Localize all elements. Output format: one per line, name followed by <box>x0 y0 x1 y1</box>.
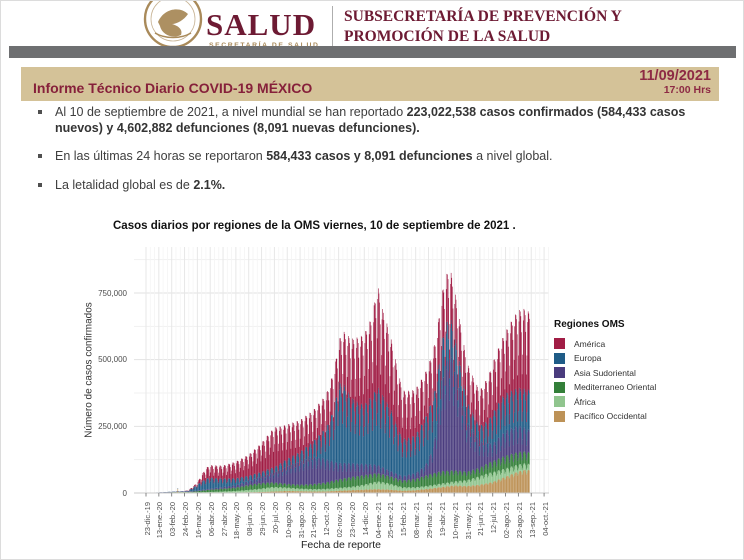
legend-label: Pacífico Occidental <box>574 411 647 421</box>
legend-items: América Europa Asia Sudoriental Mediterrane… <box>554 338 656 422</box>
y-tick-label: 250,000 <box>98 421 127 431</box>
report-date: 11/09/2021 <box>639 68 711 84</box>
x-tick-label: 02-ago.-21 <box>502 502 512 539</box>
bullet-text: Al 10 de septiembre de 2021, a nivel mun… <box>55 105 723 136</box>
y-tick-label: 0 <box>122 488 127 498</box>
bars-layer-Asia Sudoriental <box>149 355 530 493</box>
x-tick-label: 23-nov.-20 <box>347 502 357 538</box>
legend-swatch <box>554 381 565 393</box>
legend-item: Asia Sudoriental <box>554 367 656 378</box>
bullet-segment: 223,022,538 casos confirmados (584,433 c… <box>55 105 686 135</box>
bars-layer-Mediterraneo Oriental <box>152 451 530 493</box>
x-tick-label: 13-sep.-21 <box>527 502 537 538</box>
report-title: Informe Técnico Diario COVID-19 MÉXICO <box>33 80 313 96</box>
x-tick-label: 12-oct.-20 <box>322 502 332 536</box>
legend-item: Mediterraneo Oriental <box>554 381 657 393</box>
bullet-item: En las últimas 24 horas se reportaron 58… <box>31 149 723 165</box>
summary-bullet-list: Al 10 de septiembre de 2021, a nivel mun… <box>31 105 723 206</box>
logo-salud: SALUD <box>206 7 317 42</box>
x-tick-label: 08-jun.-20 <box>245 502 255 536</box>
report-datetime: 11/09/2021 17:00 Hrs <box>639 68 711 96</box>
legend-label: Asia Sudoriental <box>574 367 636 378</box>
bars-layer-Europa <box>151 319 530 493</box>
x-tick-label: 27-abr.-20 <box>219 502 229 537</box>
bullet-segment: Al 10 de septiembre de 2021, a nivel mun… <box>55 105 407 119</box>
x-tick-label: 12-jul.-21 <box>489 502 499 534</box>
x-tick-label: 10-may.-21 <box>450 502 460 540</box>
x-tick-label: 10-ago.-20 <box>283 502 293 539</box>
bullet-text: La letalidad global es de 2.1%. <box>55 178 225 194</box>
bullet-segment: La letalidad global es de <box>55 177 194 192</box>
x-axis-label: Fecha de reporte <box>301 539 381 551</box>
legend-item: Pacífico Occidental <box>554 410 656 422</box>
x-tick-label: 29-jun.-20 <box>258 502 268 536</box>
legend-swatch <box>554 338 565 349</box>
header-divider <box>332 6 333 47</box>
report-title-bar: Informe Técnico Diario COVID-19 MÉXICO 1… <box>21 67 719 101</box>
legend-item: África <box>554 396 656 407</box>
y-tick-label: 500,000 <box>98 355 127 365</box>
legend-label: América <box>574 338 606 349</box>
bars-layer-América <box>182 272 530 492</box>
legend-title: Regiones OMS <box>554 319 625 330</box>
bullet-marker <box>38 182 42 187</box>
x-tick-label: 04-oct.-21 <box>540 502 550 536</box>
bullet-text: En las últimas 24 horas se reportaron 58… <box>55 149 553 165</box>
legend-item: América <box>554 338 656 349</box>
bars-layer-África <box>154 463 530 493</box>
subsecretaria-line1: SUBSECRETARÍA DE PREVENCIÓN Y <box>344 8 622 25</box>
x-tick-label: 29-mar.-21 <box>425 502 434 539</box>
x-tick-label: 06-abr.-20 <box>206 502 216 537</box>
x-tick-label: 03-feb.-20 <box>168 502 178 537</box>
x-tick-label: 15-feb.-21 <box>399 502 409 537</box>
x-tick-label: 04-ene.-21 <box>373 502 383 539</box>
legend-swatch <box>554 410 565 422</box>
mexico-eagle-emblem-icon <box>143 1 203 49</box>
plot-svg <box>134 247 549 497</box>
header-gray-bar <box>9 46 736 58</box>
x-tick-label: 13-ene.-20 <box>155 502 165 539</box>
x-tick-label: 02-nov.-20 <box>335 502 345 538</box>
x-tick-label: 20-jul.-20 <box>270 502 280 534</box>
subsecretaria-title: SUBSECRETARÍA DE PREVENCIÓN Y PROMOCIÓN … <box>344 7 622 48</box>
x-tick-label: 25-ene.-21 <box>386 502 396 539</box>
x-tick-label: 31-may.-21 <box>463 502 473 540</box>
legend-swatch <box>554 367 565 378</box>
bullet-segment: En las últimas 24 horas se reportaron <box>55 149 267 163</box>
bullet-segment: 584,433 casos y 8,091 defunciones <box>266 149 473 163</box>
bullet-marker <box>38 110 42 114</box>
report-time: 17:00 Hrs <box>663 83 711 96</box>
x-tick-label: 23-ago.-21 <box>514 502 524 539</box>
bullet-item: La letalidad global es de 2.1%. <box>31 178 723 194</box>
legend-swatch <box>554 352 565 364</box>
x-tick-label: 14-dic.-20 <box>360 502 370 536</box>
legend-swatch <box>554 396 565 407</box>
x-tick-label: 19-abr.-21 <box>437 502 447 537</box>
chart-legend: Regiones OMS América Europa Asia Sudorient… <box>554 319 656 425</box>
x-tick-label: 21-sep.-20 <box>309 502 319 538</box>
x-tick-label: 31-ago.-20 <box>296 502 306 539</box>
bullet-marker <box>38 154 42 158</box>
legend-label: África <box>574 396 596 407</box>
x-axis <box>134 492 549 497</box>
y-tick-label: 750,000 <box>98 288 127 298</box>
x-tick-label: 21-jun.-21 <box>476 502 486 536</box>
logo-secretaria-text: SECRETARÍA DE SALUD <box>209 42 319 49</box>
bullet-segment: 2.1%. <box>193 177 226 192</box>
x-tick-label: 08-mar.-21 <box>412 502 422 539</box>
x-tick-label: 18-may.-20 <box>232 502 242 540</box>
chart-title: Casos diarios por regiones de la OMS vie… <box>113 220 516 232</box>
x-tick-label: 24-feb.-20 <box>181 502 191 537</box>
subsecretaria-line2: PROMOCIÓN DE LA SALUD <box>344 28 551 46</box>
legend-label: Europa <box>574 353 602 363</box>
bullet-segment: a nivel global. <box>472 149 553 163</box>
y-axis-label: Número de casos confirmados <box>83 302 95 438</box>
legend-label: Mediterraneo Oriental <box>574 382 657 392</box>
x-tick-label: 23-dic.-19 <box>142 502 152 536</box>
x-tick-label: 16-mar.-20 <box>193 502 203 539</box>
legend-item: Europa <box>554 352 656 364</box>
bullet-item: Al 10 de septiembre de 2021, a nivel mun… <box>31 105 723 136</box>
